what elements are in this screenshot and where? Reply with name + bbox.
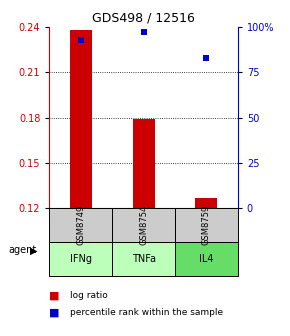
Text: log ratio: log ratio <box>70 291 107 300</box>
Text: GSM8754: GSM8754 <box>139 205 148 245</box>
Text: GSM8749: GSM8749 <box>76 205 85 245</box>
Bar <box>49 242 112 276</box>
Text: IFNg: IFNg <box>70 254 92 264</box>
Bar <box>70 30 92 208</box>
Title: GDS498 / 12516: GDS498 / 12516 <box>92 11 195 24</box>
Text: ■: ■ <box>49 291 60 301</box>
Text: agent: agent <box>9 245 37 255</box>
Bar <box>49 208 112 242</box>
Text: ▶: ▶ <box>30 245 38 255</box>
Text: TNFa: TNFa <box>132 254 155 264</box>
Bar <box>112 208 175 242</box>
Text: GSM8759: GSM8759 <box>202 205 211 245</box>
Bar <box>133 119 155 208</box>
Bar <box>195 198 218 208</box>
Bar <box>175 208 238 242</box>
Bar <box>175 242 238 276</box>
Text: IL4: IL4 <box>199 254 214 264</box>
Text: percentile rank within the sample: percentile rank within the sample <box>70 308 223 317</box>
Text: ■: ■ <box>49 307 60 318</box>
Bar <box>112 242 175 276</box>
